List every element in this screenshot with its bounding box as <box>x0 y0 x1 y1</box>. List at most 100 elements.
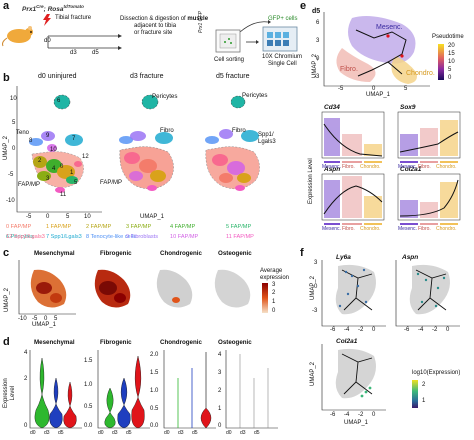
ytick-0: 0 <box>12 146 16 152</box>
c-legend-title-2: expression <box>260 274 290 281</box>
d-ylabel-1: Expression <box>3 378 9 408</box>
e-gene-sox9: Sox9 <box>400 104 416 111</box>
genotype-prx1: Prx1 <box>22 6 37 14</box>
d-ylabel-2: Level <box>10 385 16 401</box>
annot-fapmp-d0: FAP/MP <box>18 182 41 188</box>
d-ytick-0: 0 <box>24 423 28 429</box>
cluster-num-8: 8 <box>29 138 33 144</box>
e-legend-title: Pseudotime <box>432 34 464 40</box>
e-gene-aspn: Aspn <box>324 166 341 173</box>
legend-item-3: 3 FAP/MP <box>126 224 152 230</box>
panel-label-d: d <box>3 336 10 348</box>
cell-sorting-label: Cell sorting <box>214 57 245 63</box>
cluster-num-12: 12 <box>82 154 89 160</box>
d-xtick-d3: d3 <box>44 430 50 436</box>
e-traj-mesenc-3: Mesenc. <box>322 226 341 232</box>
xtick-neg5: -5 <box>26 214 32 220</box>
cluster-legend: 0 FAP/MP 1 FAP/MP 2 FAP/MP 3 FAP/MP 4 FAP/MP… <box>6 224 302 248</box>
feature-umaps <box>18 260 251 315</box>
f-ytick-neg3: -3 <box>312 308 318 314</box>
c-title-fibrogenic: Fibrogenic <box>100 250 132 257</box>
e-expression-ylabel: Expression Level <box>308 158 314 204</box>
f-gene-aspn: Aspn <box>402 254 419 261</box>
e-xlabel: UMAP_1 <box>366 92 391 98</box>
e-pt-20: 20 <box>448 43 455 49</box>
cluster-num-3: 3 <box>46 176 50 182</box>
f-xlabel: UMAP_1 <box>344 420 369 426</box>
sorting-flow-arrow <box>239 20 271 33</box>
legend-item-2: 2 FAP/MP <box>86 224 112 230</box>
to-chromium-arrow <box>246 40 259 44</box>
c-title-chondrogenic: Chondrogenic <box>160 250 202 257</box>
d-xtick-d3: d3 <box>240 430 246 436</box>
panel-label-b: b <box>3 72 10 84</box>
e-pt-5: 5 <box>448 67 452 73</box>
f-xtick-neg4-b: -4 <box>418 327 424 333</box>
d-ytick-o-1: 1 <box>218 406 222 412</box>
umap-d3 <box>119 94 174 191</box>
e-traj-fibro-4: Fibro. <box>418 226 431 232</box>
panel-label-f: f <box>300 247 304 259</box>
legend-item-10: 10 FAP/MP <box>170 234 199 240</box>
e-label-fibro: Fibro. <box>340 66 358 73</box>
d-xtick-d3: d3 <box>112 430 118 436</box>
c-title-osteogenic: Osteogenic <box>218 250 252 257</box>
e-xtick-0: 0 <box>372 86 376 92</box>
e-xtick-neg5: -5 <box>338 86 344 92</box>
panel-label-e: e <box>300 0 307 12</box>
ytick-neg5: -5 <box>8 172 14 178</box>
e-ytick-6: 6 <box>316 20 320 26</box>
legend-item-9: 9 Fibroblasts <box>126 234 159 240</box>
f-xtick-0-b: 0 <box>446 327 450 333</box>
timepoint-d5: d5 <box>92 50 99 56</box>
umap-d5 <box>205 95 260 191</box>
d-ytick-1.0: 1.0 <box>84 382 93 388</box>
ytick-neg10: -10 <box>6 198 15 204</box>
d-ytick-c-0.0: 0.0 <box>150 423 159 429</box>
e-traj-fibro-2: Fibro. <box>418 164 431 170</box>
d-xtick-d3: d3 <box>178 430 184 436</box>
d-ytick-o-0: 0 <box>218 423 222 429</box>
d-title-chondrogenic: Chondrogenic <box>160 339 202 346</box>
annot-fibro-d5: Fibro <box>232 128 246 134</box>
trajectory-umap <box>323 12 430 87</box>
e-pt-10: 10 <box>448 59 455 65</box>
d-ytick-o-2: 2 <box>218 388 222 394</box>
d-xtick-d0: d0 <box>164 430 170 436</box>
timeline-arrows <box>47 34 122 50</box>
f-legend-1: 1 <box>422 398 426 404</box>
xtick-10: 10 <box>84 214 91 220</box>
e-traj-chondro-3: Chondro. <box>360 226 381 232</box>
legend-item-8: 8 Tenocyte-like cells <box>86 234 136 240</box>
e-traj-mesenc-4: Mesenc. <box>398 226 417 232</box>
legend-item-11: 11 FAP/MP <box>226 234 254 240</box>
mouse-icon <box>2 26 33 47</box>
umap-d0 <box>16 86 102 213</box>
f-xtick-neg2-c: -2 <box>358 412 364 418</box>
annot-lgals3: Lgals3 <box>258 138 276 145</box>
e-ytick-neg3: -3 <box>314 74 320 80</box>
c-legend-1: 1 <box>272 299 276 305</box>
xtick-0: 0 <box>46 214 50 220</box>
c-xtick-5: 5 <box>54 316 58 322</box>
gfp-cells-label: GFP+ cells <box>268 16 298 22</box>
d-ylabel: Expression Level <box>3 378 17 408</box>
d-title-mesenchymal: Mesenchymal <box>34 339 75 346</box>
d-ytick-4: 4 <box>24 350 28 356</box>
violin-plots <box>29 350 278 429</box>
d-ytick-c-0.5: 0.5 <box>150 406 159 412</box>
legend-item-6: 6 Pericytes <box>6 234 34 240</box>
umap-b-ylabel: UMAP_2 <box>3 135 9 160</box>
d-ytick-2: 2 <box>24 376 28 382</box>
chromium-chip-icon <box>262 26 298 52</box>
dissection-text-2: adjacent to tibia <box>134 23 177 29</box>
cell-sorter-icon <box>215 29 241 53</box>
chromium-label: 10X Chromium Single Cell <box>262 54 302 67</box>
f-ytick-3: 3 <box>314 260 318 266</box>
umap-title-d5: d5 fracture <box>216 73 250 80</box>
cluster-num-9: 9 <box>46 133 50 139</box>
c-legend-2: 2 <box>272 290 276 296</box>
annot-pericytes-d3: Pericytes <box>152 93 178 100</box>
c-ylabel: UMAP_2 <box>4 287 10 312</box>
d-xtick-d5: d5 <box>254 430 260 436</box>
